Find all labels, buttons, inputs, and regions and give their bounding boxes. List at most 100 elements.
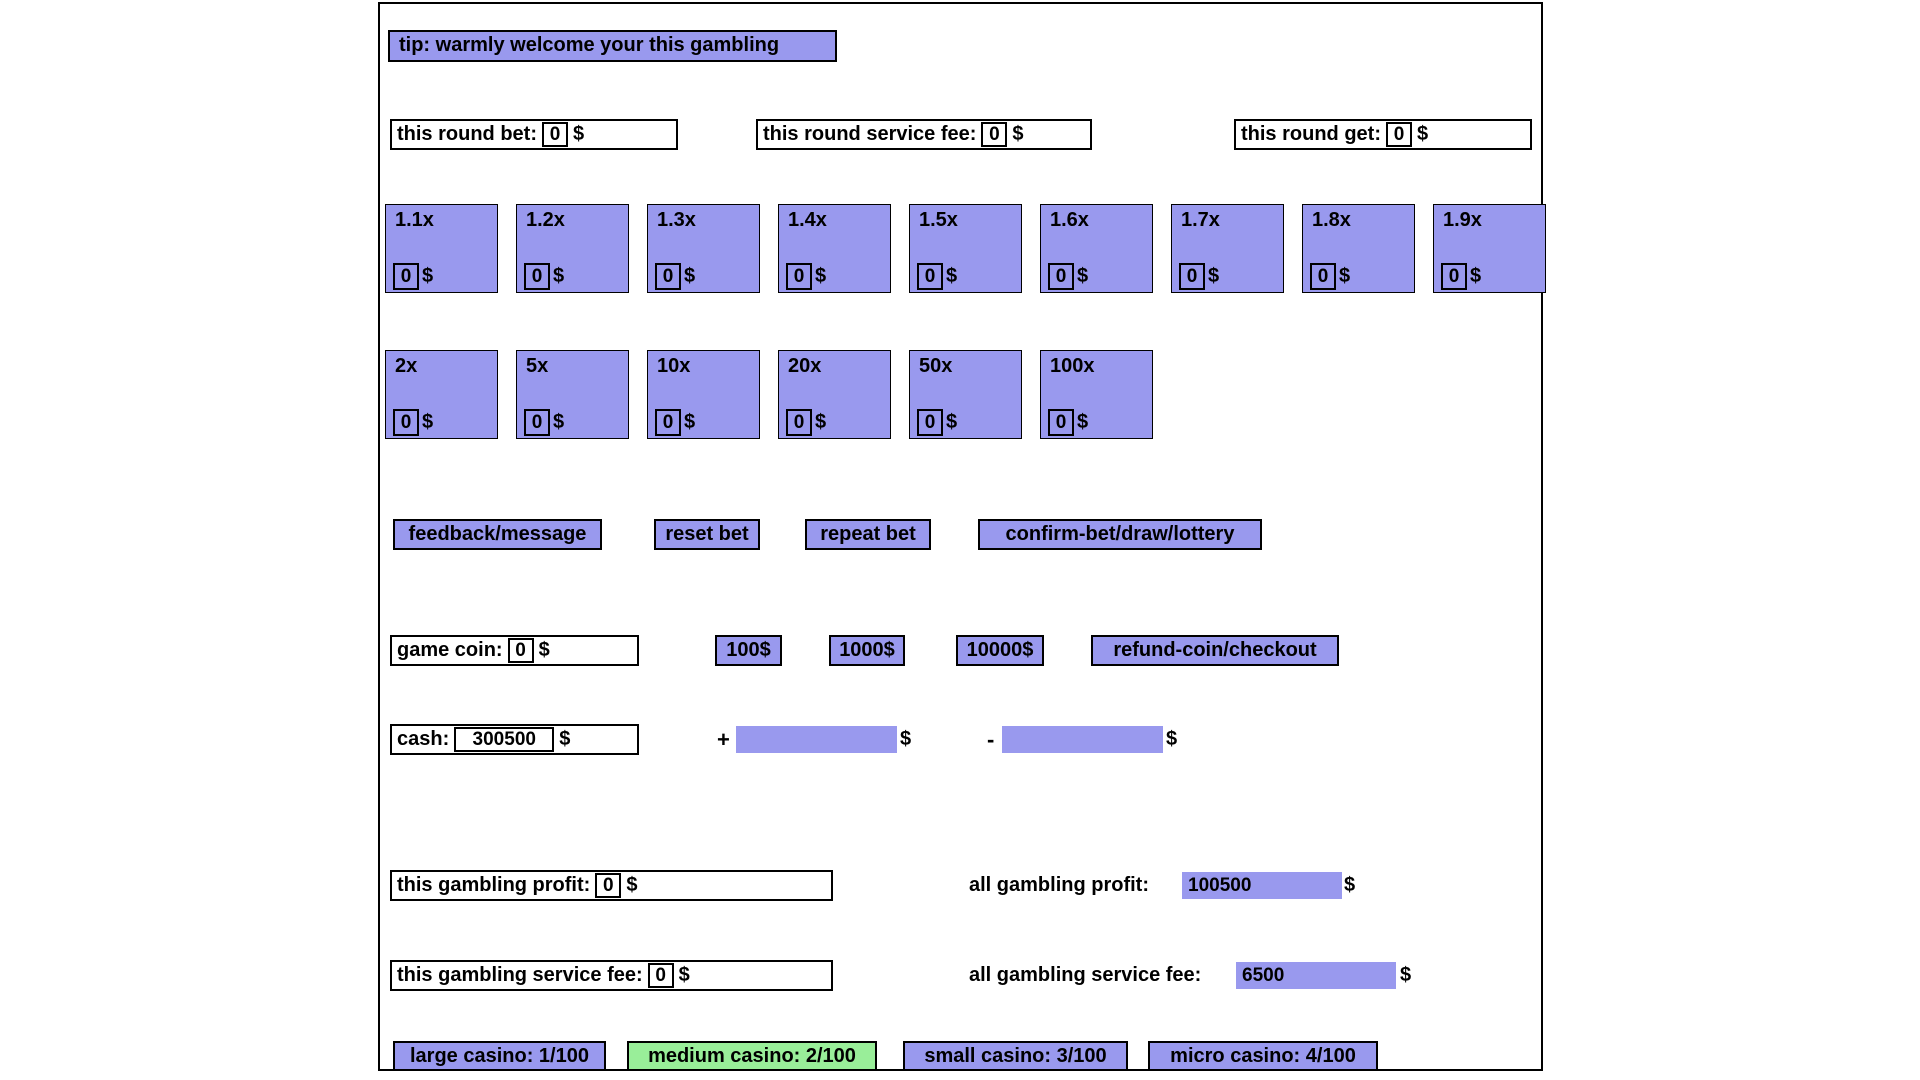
confirm-bet-draw-lottery-button[interactable]: confirm-bet/draw/lottery [978,519,1262,550]
dollar-sign: $ [553,411,565,433]
repeat-bet-button[interactable]: repeat bet [805,519,931,550]
add-1000-button[interactable]: 1000$ [829,635,905,666]
tip-banner: tip: warmly welcome your this gambling [388,30,837,62]
dollar-sign: $ [1339,265,1351,287]
multiplier-cell: 1.1x $ [385,204,498,293]
casino-panel: tip: warmly welcome your this gambling t… [378,2,1546,1071]
multiplier-cell: 1.6x $ [1040,204,1153,293]
this-gambling-profit-box: this gambling profit: $ [390,870,833,901]
multiplier-bet-input[interactable] [655,409,681,436]
multiplier-label: 5x [526,355,549,377]
multiplier-label: 100x [1050,355,1095,377]
multiplier-bet-input[interactable] [1048,263,1074,290]
dollar-sign: $ [946,411,958,433]
this-gambling-profit-input[interactable] [595,873,622,898]
round-get-input[interactable] [1385,122,1412,147]
dollar-sign: $ [626,874,638,896]
cash-box: cash: $ [390,724,639,755]
multiplier-bet-input[interactable] [1310,263,1336,290]
multiplier-bet-input[interactable] [655,263,681,290]
cash-label: cash: [397,728,450,750]
multiplier-cell: 1.9x $ [1433,204,1546,293]
multiplier-bet-input[interactable] [786,409,812,436]
casino-badge-large[interactable]: large casino: 1/100 [393,1041,606,1071]
multiplier-label: 2x [395,355,418,377]
multiplier-bet-input[interactable] [524,263,550,290]
reset-bet-button[interactable]: reset bet [654,519,760,550]
add-10000-button[interactable]: 10000$ [956,635,1044,666]
multiplier-bet-input[interactable] [917,409,943,436]
multiplier-bet-input[interactable] [1179,263,1205,290]
this-gambling-service-fee-input[interactable] [647,963,674,988]
multiplier-label: 1.8x [1312,209,1351,231]
minus-sign: - [987,727,995,752]
multiplier-cell: 1.8x $ [1302,204,1415,293]
multiplier-label: 1.1x [395,209,434,231]
round-bet-box: this round bet: $ [390,119,678,150]
dollar-sign: $ [559,728,571,750]
multiplier-cell: 1.4x $ [778,204,891,293]
multiplier-label: 1.4x [788,209,827,231]
dollar-sign: $ [900,728,912,750]
multiplier-bet-input[interactable] [786,263,812,290]
minus-amount-input[interactable] [1002,726,1163,753]
dollar-sign: $ [422,411,434,433]
dollar-sign: $ [553,265,565,287]
dollar-sign: $ [815,265,827,287]
multiplier-bet-input[interactable] [1048,409,1074,436]
add-100-button[interactable]: 100$ [715,635,782,666]
game-coin-box: game coin: $ [390,635,639,666]
multiplier-label: 1.5x [919,209,958,231]
plus-amount-input[interactable] [736,726,897,753]
cash-input[interactable] [454,727,555,752]
dollar-sign: $ [1077,411,1089,433]
this-gambling-service-fee-label: this gambling service fee: [397,964,643,986]
multiplier-bet-input[interactable] [1441,263,1467,290]
dollar-sign: $ [684,411,696,433]
casino-badge-micro[interactable]: micro casino: 4/100 [1148,1041,1378,1071]
all-gambling-profit-label: all gambling profit: [969,874,1149,896]
game-coin-input[interactable] [507,638,534,663]
multiplier-cell: 100x $ [1040,350,1153,439]
round-get-box: this round get: $ [1234,119,1532,150]
multiplier-bet-input[interactable] [917,263,943,290]
this-gambling-service-fee-box: this gambling service fee: $ [390,960,833,991]
multiplier-label: 1.6x [1050,209,1089,231]
multiplier-row-2: 2x $5x $10x $20x $50x $100x $ [385,350,1545,439]
dollar-sign: $ [815,411,827,433]
dollar-sign: $ [1077,265,1089,287]
dollar-sign: $ [1166,728,1178,750]
multiplier-label: 1.7x [1181,209,1220,231]
multiplier-cell: 2x $ [385,350,498,439]
multiplier-label: 1.2x [526,209,565,231]
multiplier-bet-input[interactable] [393,409,419,436]
casino-badge-small[interactable]: small casino: 3/100 [903,1041,1128,1071]
multiplier-cell: 1.5x $ [909,204,1022,293]
dollar-sign: $ [1470,265,1482,287]
dollar-sign: $ [1012,123,1024,145]
dollar-sign: $ [1400,964,1412,986]
refund-coin-checkout-button[interactable]: refund-coin/checkout [1091,635,1339,666]
round-bet-label: this round bet: [397,123,537,145]
this-gambling-profit-label: this gambling profit: [397,874,591,896]
plus-sign: + [717,727,730,752]
round-bet-input[interactable] [541,122,568,147]
dollar-sign: $ [422,265,434,287]
round-service-fee-input[interactable] [981,122,1008,147]
dollar-sign: $ [572,123,585,145]
all-gambling-service-fee-input[interactable] [1236,962,1396,989]
multiplier-cell: 10x $ [647,350,760,439]
multiplier-cell: 1.2x $ [516,204,629,293]
multiplier-label: 20x [788,355,822,377]
multiplier-bet-input[interactable] [524,409,550,436]
casino-badge-medium[interactable]: medium casino: 2/100 [627,1041,877,1071]
multiplier-cell: 20x $ [778,350,891,439]
all-gambling-profit-input[interactable] [1182,872,1342,899]
multiplier-cell: 5x $ [516,350,629,439]
dollar-sign: $ [946,265,958,287]
round-get-label: this round get: [1241,123,1381,145]
multiplier-bet-input[interactable] [393,263,419,290]
multiplier-label: 1.3x [657,209,696,231]
round-service-fee-label: this round service fee: [763,123,977,145]
feedback-message-button[interactable]: feedback/message [393,519,602,550]
